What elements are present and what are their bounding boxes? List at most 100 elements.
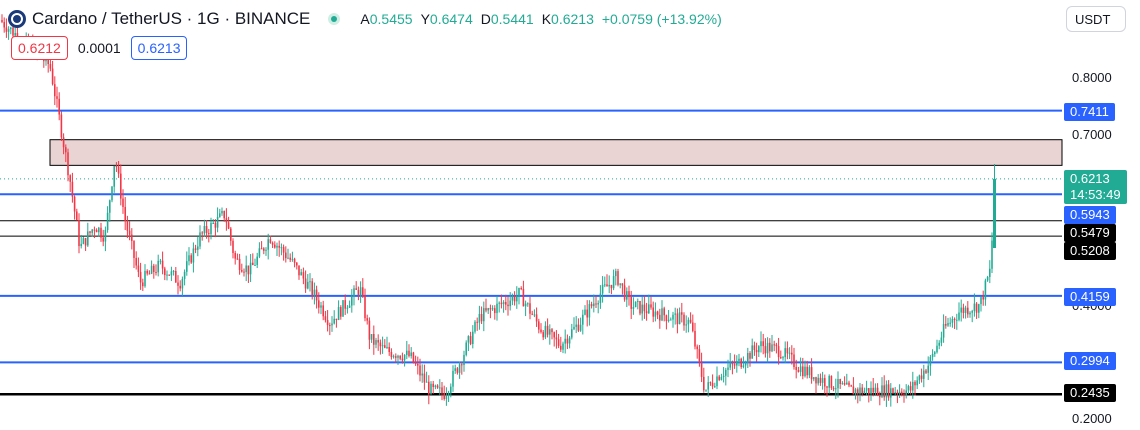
candle-body	[652, 307, 654, 317]
candle-body	[120, 173, 122, 199]
candle-body	[956, 319, 958, 321]
candle-body	[58, 98, 60, 115]
candle-body	[54, 84, 56, 97]
buy-button[interactable]: 0.6213	[130, 36, 188, 60]
candle-body	[964, 307, 967, 313]
candle-body	[749, 353, 751, 359]
candle-body	[494, 308, 496, 314]
candle-body	[557, 339, 560, 346]
candle-body	[183, 271, 186, 279]
candle-body	[80, 243, 82, 247]
candle-body	[216, 216, 219, 228]
candle-body	[872, 387, 874, 393]
ohlc-open: A0.5455	[360, 11, 413, 27]
candle-body	[291, 258, 294, 260]
candle-body	[274, 244, 276, 248]
candle-body	[612, 276, 615, 289]
candle-body	[527, 303, 529, 305]
candle-body	[164, 268, 166, 276]
candle-body	[524, 303, 527, 307]
candle-body	[742, 365, 745, 368]
candle-body	[599, 293, 602, 304]
candle-body	[76, 211, 78, 221]
candle-body	[507, 304, 509, 307]
candle-body	[769, 342, 771, 352]
candle-body	[419, 365, 421, 376]
candle-body	[69, 175, 71, 182]
candle-body	[879, 395, 881, 398]
candle-body	[694, 330, 696, 347]
candle-body	[302, 272, 305, 279]
candle-body	[412, 352, 415, 363]
sell-button[interactable]: 0.6212	[11, 36, 68, 60]
candle-body	[247, 265, 250, 275]
candle-body	[848, 382, 850, 386]
candle-body	[472, 331, 474, 344]
candle-body	[245, 265, 247, 273]
candle-body	[346, 307, 349, 309]
candle-body	[716, 376, 718, 387]
candle-body	[370, 334, 373, 340]
candle-body	[241, 270, 243, 272]
candle-body	[375, 340, 377, 345]
candle-body	[236, 258, 239, 260]
candle-body	[388, 346, 390, 352]
candle-body	[157, 260, 159, 273]
candle-body	[263, 248, 265, 251]
candle-body	[703, 376, 705, 391]
candle-body	[887, 384, 890, 398]
candle-body	[731, 362, 734, 365]
candle-body	[311, 281, 313, 296]
candle-body	[65, 147, 67, 153]
candle-body	[133, 240, 135, 258]
candle-body	[681, 312, 683, 315]
candle-body	[604, 284, 606, 286]
candle-body	[82, 238, 85, 244]
candle-body	[313, 289, 316, 296]
candle-body	[210, 223, 212, 234]
candle-body	[859, 387, 861, 394]
candle-body	[782, 357, 784, 359]
candle-body	[395, 356, 397, 358]
candle-body	[276, 245, 278, 248]
currency-selector[interactable]: USDT	[1066, 6, 1126, 32]
candle-body	[740, 358, 742, 368]
candle-body	[344, 300, 346, 309]
candle-body	[386, 346, 388, 348]
ohlc-values: A0.5455 Y0.6474 D0.5441 K0.6213 +0.0759 …	[360, 11, 721, 27]
candle-body	[428, 381, 430, 395]
candle-body	[714, 386, 716, 388]
candle-body	[49, 64, 52, 69]
candle-body	[498, 302, 500, 304]
candle-body	[707, 382, 709, 390]
candle-body	[159, 260, 162, 262]
candle-body	[969, 312, 971, 315]
candle-body	[815, 377, 817, 384]
candle-body	[808, 367, 811, 376]
candle-body	[786, 348, 789, 354]
candle-body	[758, 346, 760, 353]
candle-body	[632, 307, 635, 309]
candle-body	[762, 341, 764, 347]
candle-body	[967, 307, 969, 315]
candle-body	[384, 345, 386, 348]
candle-body	[124, 206, 126, 221]
candle-body	[839, 378, 841, 384]
candle-body	[696, 346, 698, 350]
candle-body	[667, 319, 670, 321]
candle-body	[186, 261, 188, 272]
candle-body	[434, 385, 437, 388]
candle-body	[478, 314, 481, 323]
candle-body	[601, 284, 604, 294]
candle-body	[278, 245, 280, 248]
candle-body	[333, 318, 335, 324]
candle-body	[775, 344, 778, 347]
candle-body	[951, 318, 954, 323]
candle-body	[892, 388, 894, 394]
ohlc-low: D0.5441	[480, 11, 534, 27]
candle-body	[907, 386, 910, 391]
candle-body	[978, 304, 980, 313]
candle-body	[799, 366, 802, 372]
symbol-title[interactable]: Cardano / TetherUS · 1G · BINANCE	[32, 9, 311, 28]
